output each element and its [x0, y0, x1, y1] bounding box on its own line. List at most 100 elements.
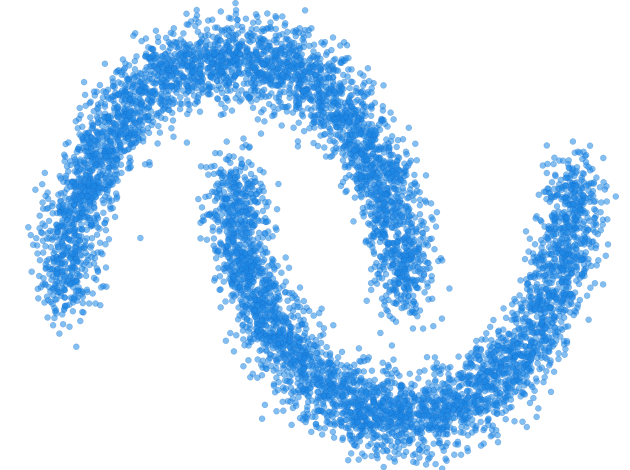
scatter-point-upper-moon — [381, 302, 388, 309]
scatter-point-upper-moon — [142, 50, 150, 57]
scatter-point-upper-moon — [414, 256, 422, 263]
scatter-point-upper-moon — [340, 39, 348, 46]
scatter-point-upper-moon — [236, 60, 243, 68]
scatter-point-upper-moon — [32, 186, 39, 193]
scatter-point-lower-moon — [430, 440, 437, 447]
scatter-point-upper-moon — [421, 289, 428, 296]
scatter-point-upper-moon — [394, 238, 401, 246]
scatter-point-upper-moon — [387, 174, 394, 182]
scatter-point-upper-moon — [115, 137, 122, 144]
scatter-point-lower-moon — [569, 138, 577, 145]
scatter-point-upper-moon — [87, 98, 94, 106]
scatter-point-upper-moon — [36, 212, 43, 220]
scatter-point-upper-moon — [405, 124, 412, 132]
scatter-point-upper-moon — [330, 137, 337, 145]
scatter-point-upper-moon — [435, 257, 442, 265]
scatter-point-upper-moon — [214, 41, 222, 48]
scatter-point-upper-moon — [66, 209, 74, 216]
scatter-point-upper-moon — [220, 110, 227, 118]
scatter-point-upper-moon — [69, 308, 77, 315]
scatter-point-upper-moon — [419, 229, 426, 237]
scatter-point-upper-moon — [87, 158, 95, 166]
scatter-point-upper-moon — [350, 218, 357, 225]
scatter-point-upper-moon — [98, 129, 105, 136]
scatter-point-upper-moon — [271, 51, 278, 58]
scatter-point-lower-moon — [604, 241, 612, 248]
scatter-point-upper-moon — [113, 146, 120, 154]
scatter-point-upper-moon — [173, 83, 181, 91]
scatter-point-upper-moon — [99, 250, 106, 258]
scatter-point-upper-moon — [393, 143, 400, 151]
scatter-point-upper-moon — [386, 144, 393, 152]
scatter-point-upper-moon — [323, 97, 330, 105]
scatter-point-upper-moon — [334, 132, 342, 139]
scatter-point-upper-moon — [283, 108, 291, 115]
scatter-point-lower-moon — [197, 163, 205, 170]
scatter-point-upper-moon — [392, 318, 400, 325]
scatter-point-upper-moon — [135, 87, 143, 94]
scatter-point-upper-moon — [419, 325, 427, 332]
scatter-point-upper-moon — [343, 187, 350, 195]
scatter-point-upper-moon — [143, 84, 150, 92]
scatter-point-upper-moon — [395, 166, 402, 174]
scatter-point-upper-moon — [377, 253, 384, 261]
scatter-point-upper-moon — [147, 108, 155, 115]
scatter-point-upper-moon — [320, 119, 327, 126]
scatter-point-upper-moon — [329, 34, 337, 41]
scatter-point-upper-moon — [55, 243, 62, 251]
scatter-point-upper-moon — [186, 101, 193, 108]
scatter-point-lower-moon — [217, 304, 224, 311]
scatter-point-upper-moon — [392, 208, 400, 216]
scatter-point-upper-moon — [59, 311, 66, 318]
scatter-point-upper-moon — [169, 117, 177, 124]
scatter-point-upper-moon — [367, 126, 374, 134]
scatter-point-upper-moon — [83, 172, 91, 180]
scatter-point-upper-moon — [51, 304, 58, 312]
scatter-point-upper-moon — [148, 98, 155, 106]
scatter-point-lower-moon — [319, 431, 326, 438]
scatter-point-upper-moon — [102, 88, 110, 96]
scatter-point-upper-moon — [389, 167, 396, 175]
scatter-point-upper-moon — [104, 186, 111, 194]
scatter-point-upper-moon — [375, 231, 382, 238]
scatter-point-upper-moon — [64, 168, 72, 175]
scatter-point-upper-moon — [275, 98, 282, 105]
scatter-point-upper-moon — [388, 133, 396, 140]
scatter-point-lower-moon — [205, 211, 213, 219]
scatter-point-upper-moon — [66, 183, 74, 190]
scatter-point-upper-moon — [92, 276, 100, 283]
scatter-point-upper-moon — [206, 55, 214, 62]
scatter-point-upper-moon — [108, 197, 116, 204]
scatter-point-upper-moon — [104, 120, 111, 127]
scatter-point-upper-moon — [330, 94, 337, 102]
scatter-point-upper-moon — [398, 203, 405, 210]
scatter-point-upper-moon — [78, 265, 86, 272]
scatter-point-upper-moon — [413, 157, 420, 164]
scatter-point-upper-moon — [82, 272, 90, 280]
scatter-point-upper-moon — [433, 208, 441, 216]
scatter-point-upper-moon — [293, 84, 301, 92]
scatter-point-upper-moon — [109, 93, 117, 100]
scatter-point-lower-moon — [233, 332, 240, 339]
scatter-point-lower-moon — [450, 425, 458, 433]
scatter-point-upper-moon — [223, 31, 230, 38]
scatter-point-upper-moon — [78, 221, 85, 228]
scatter-point-upper-moon — [203, 38, 210, 45]
scatter-point-upper-moon — [102, 264, 110, 271]
scatter-point-upper-moon — [146, 158, 153, 166]
scatter-point-lower-moon — [368, 367, 376, 374]
scatter-point-upper-moon — [205, 86, 212, 94]
scatter-point-upper-moon — [389, 161, 396, 169]
scatter-point-upper-moon — [83, 134, 91, 141]
scatter-point-upper-moon — [297, 55, 304, 62]
scatter-point-upper-moon — [165, 39, 173, 46]
scatter-point-upper-moon — [267, 75, 275, 83]
scatter-point-lower-moon — [521, 255, 529, 263]
scatter-point-upper-moon — [399, 136, 407, 143]
scatter-point-upper-moon — [368, 286, 375, 294]
scatter-point-upper-moon — [428, 272, 435, 280]
scatter-point-upper-moon — [87, 244, 94, 251]
scatter-point-upper-moon — [406, 285, 413, 292]
scatter-point-upper-moon — [194, 94, 202, 101]
scatter-point-upper-moon — [131, 66, 139, 73]
